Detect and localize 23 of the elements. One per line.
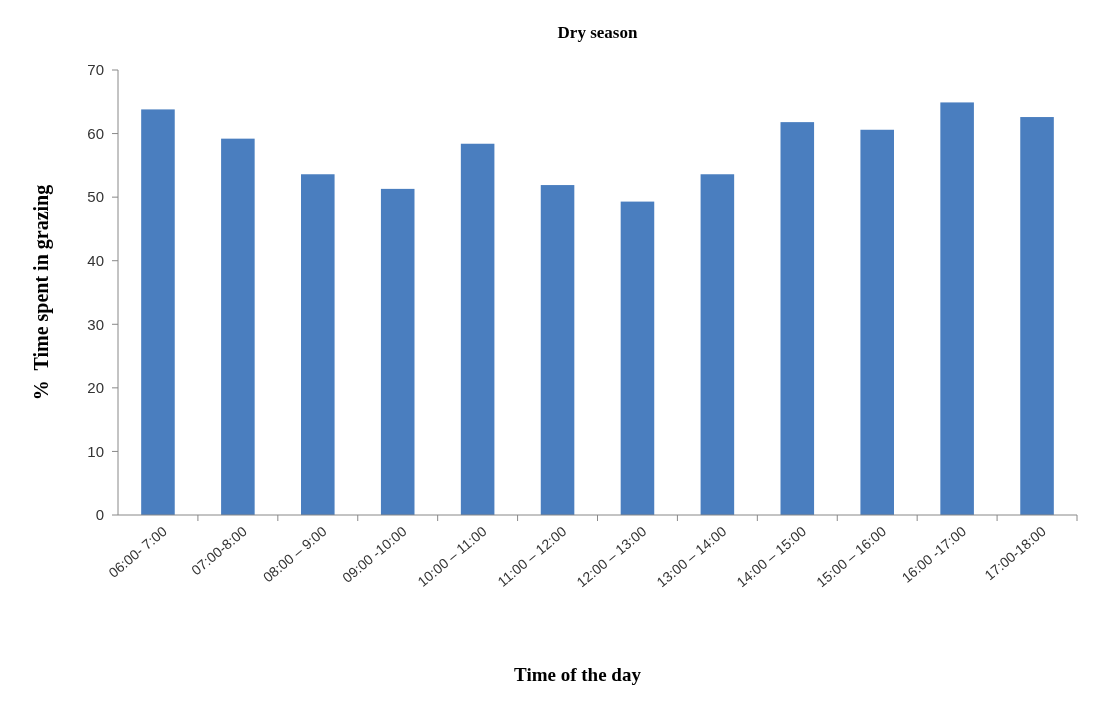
- bar: [860, 129, 894, 515]
- chart-title: Dry season: [557, 23, 638, 42]
- y-tick-label: 30: [87, 315, 104, 333]
- y-tick-label: 40: [87, 251, 104, 269]
- y-tick-label: 10: [87, 442, 104, 460]
- bar: [700, 174, 735, 515]
- bar: [620, 201, 655, 515]
- bar: [940, 102, 974, 515]
- bar: [540, 185, 575, 515]
- bar: [780, 122, 815, 515]
- y-axis-title: % Time spent in grazing: [30, 184, 53, 401]
- x-axis-title: Time of the day: [514, 664, 642, 685]
- bar: [141, 109, 175, 515]
- y-tick-label: 60: [87, 124, 104, 142]
- bar: [380, 188, 415, 515]
- bar: [301, 174, 335, 515]
- y-tick-label: 20: [87, 379, 104, 397]
- bar: [460, 143, 495, 515]
- y-tick-label: 0: [95, 506, 104, 524]
- y-tick-label: 50: [87, 188, 104, 206]
- bar: [1020, 117, 1054, 515]
- y-tick-label: 70: [87, 61, 104, 79]
- bar: [221, 138, 255, 515]
